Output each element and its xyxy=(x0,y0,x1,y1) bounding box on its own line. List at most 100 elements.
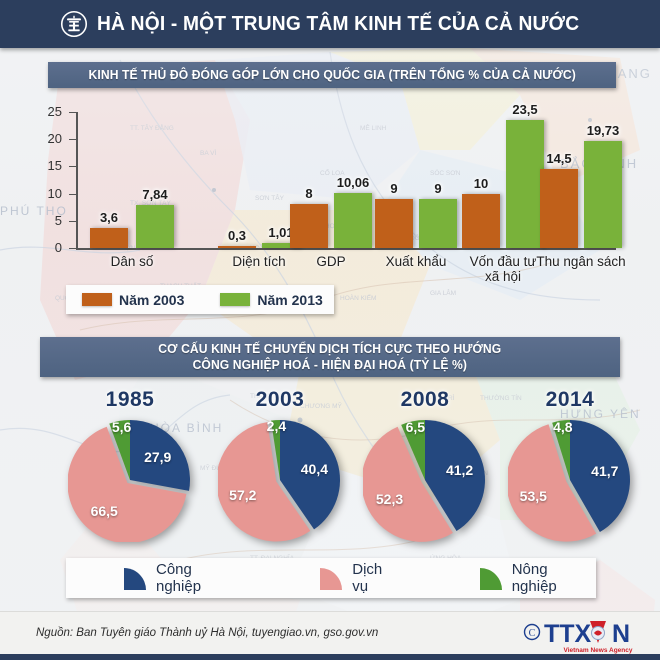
pie-slice-value: 57,2 xyxy=(229,486,257,503)
legend-item-dich-vu: Dịch vụ xyxy=(318,561,401,595)
legend-label-nong-nghiep: Nông nghiệp xyxy=(511,561,557,595)
legend-item-cong-nghiep: Công nghiệp xyxy=(122,561,240,595)
bar-value-label: 1,01 xyxy=(268,224,294,240)
bar-2013 xyxy=(334,193,372,248)
section2-banner-text: CƠ CẤU KINH TẾ CHUYỂN DỊCH TÍCH CỰC THEO… xyxy=(158,341,501,373)
bar-2003 xyxy=(462,193,500,248)
y-axis-tick-label: 5 xyxy=(54,212,62,228)
y-axis-line xyxy=(76,112,78,250)
x-axis-line xyxy=(76,248,616,250)
pie-slice-value: 41,2 xyxy=(445,462,474,479)
section2-banner-line1: CƠ CẤU KINH TẾ CHUYỂN DỊCH TÍCH CỰC THEO… xyxy=(158,342,502,356)
pie-wedge-icon-services xyxy=(318,566,343,590)
bar-category-label: Xuất khẩu xyxy=(385,254,447,269)
pie-wrap: 40,4 57,2 2,4 xyxy=(218,418,342,542)
legend-label-cong-nghiep: Công nghiệp xyxy=(156,561,202,595)
bar-value-label: 7,84 xyxy=(142,187,168,203)
pie-wrap: 41,2 52,3 6,5 xyxy=(363,418,487,542)
pie-year-label: 2014 xyxy=(545,388,595,411)
legend-swatch-2003 xyxy=(82,293,112,306)
pie-year-label: 2008 xyxy=(400,388,450,411)
hanoi-gate-emblem-icon xyxy=(60,10,88,38)
y-axis-tick-label: 20 xyxy=(47,131,62,147)
pie-slice-value: 41,7 xyxy=(591,462,619,479)
pie-chart-2014: 2014 41,7 53,5 4,8 xyxy=(495,388,645,542)
bar-2013 xyxy=(506,120,544,248)
bar-2003 xyxy=(540,169,578,248)
legend-item-2003: Năm 2003 xyxy=(82,292,184,308)
bar-value-label: 19,73 xyxy=(586,122,620,138)
pie-chart-2003: 2003 40,4 57,2 2,4 xyxy=(205,388,355,542)
page-title: HÀ NỘI - MỘT TRUNG TÂM KINH TẾ CỦA CẢ NƯ… xyxy=(97,12,580,35)
pie-wrap: 27,9 66,5 5,6 xyxy=(68,418,192,542)
bar-value-label: 9 xyxy=(390,181,398,197)
legend-label-2013: Năm 2013 xyxy=(257,291,323,308)
bar-2003 xyxy=(218,246,256,248)
ttxvn-logo: C TTX N Vietnam News Agency xyxy=(520,616,650,654)
y-axis-tick xyxy=(69,112,76,113)
page-footer: Nguồn: Ban Tuyên giáo Thành uỷ Hà Nội, t… xyxy=(0,611,660,660)
pie-wrap: 41,7 53,5 4,8 xyxy=(508,418,632,542)
pie-chart-group: 1985 27,9 66,5 5,6 2003 40,4 57,2 2,4 2008 41,2 52… xyxy=(0,388,660,558)
section1-banner: KINH TẾ THỦ ĐÔ ĐÓNG GÓP LỚN CHO QUỐC GIA… xyxy=(48,62,616,88)
y-axis-tick-label: 10 xyxy=(47,185,62,201)
pie-slice-value: 27,9 xyxy=(144,449,172,465)
section2-banner: CƠ CẤU KINH TẾ CHUYỂN DỊCH TÍCH CỰC THEO… xyxy=(40,337,620,377)
pie-wedge-icon-industry xyxy=(122,566,146,590)
pie-slice-value: 40,4 xyxy=(300,461,329,478)
bar-category-label: Dân số xyxy=(110,254,154,269)
pie-chart-1985: 1985 27,9 66,5 5,6 xyxy=(55,388,205,542)
bar-category-label: GDP xyxy=(316,254,346,269)
bar-chart-legend: Năm 2003 Năm 2013 xyxy=(66,285,334,314)
page-header: HÀ NỘI - MỘT TRUNG TÂM KINH TẾ CỦA CẢ NƯ… xyxy=(0,0,660,48)
pie-slice-value: 2,4 xyxy=(266,418,287,435)
legend-item-nong-nghiep: Nông nghiệp xyxy=(478,561,596,595)
svg-text:TTX: TTX xyxy=(544,620,592,648)
svg-text:Vietnam News Agency: Vietnam News Agency xyxy=(564,647,633,654)
bar-value-label: 8 xyxy=(305,186,313,202)
section1-banner-text: KINH TẾ THỦ ĐÔ ĐÓNG GÓP LỚN CHO QUỐC GIA… xyxy=(88,67,576,82)
pie-slice-value: 4,8 xyxy=(553,418,573,435)
bar-chart: 0 5 10 15 20 25 3,6 7,84 Dân số 0,3 1,01 Diện tích 8… xyxy=(0,100,660,290)
legend-label-2003: Năm 2003 xyxy=(119,291,185,308)
bar-category-label: Thu ngân sách xyxy=(536,254,626,269)
pie-year-label: 2003 xyxy=(255,388,305,411)
bar-2013 xyxy=(584,140,622,248)
footer-rule xyxy=(0,654,660,660)
y-axis-tick xyxy=(69,166,76,168)
y-axis-tick-label: 0 xyxy=(54,240,62,255)
bar-2003 xyxy=(375,199,413,248)
bar-2013 xyxy=(136,205,174,248)
pie-chart-2008: 2008 41,2 52,3 6,5 xyxy=(350,388,500,542)
bar-value-label: 9 xyxy=(434,181,442,197)
bar-value-label: 0,3 xyxy=(227,228,247,243)
section2-banner-line2: CÔNG NGHIỆP HOÁ - HIỆN ĐẠI HOÁ (TỶ LỆ %) xyxy=(192,358,468,372)
bar-2013 xyxy=(419,199,457,248)
pie-slice-value: 66,5 xyxy=(90,502,118,519)
bar-2003 xyxy=(290,204,328,248)
bar-2003 xyxy=(90,228,128,248)
bar-value-label: 10,06 xyxy=(336,175,370,191)
y-axis-tick-label: 15 xyxy=(47,158,62,174)
y-axis-tick xyxy=(69,248,76,249)
legend-item-2013: Năm 2013 xyxy=(220,291,323,308)
bar-category-label: Vốn đầu tư xã hội xyxy=(469,254,537,284)
pie-slice-value: 6,5 xyxy=(405,419,426,435)
bar-value-label: 23,5 xyxy=(512,102,538,118)
y-axis-tick xyxy=(69,139,76,141)
y-axis-tick xyxy=(69,193,76,195)
bar-value-label: 10 xyxy=(473,175,489,191)
bar-category-label: Diện tích xyxy=(232,254,286,269)
svg-text:C: C xyxy=(529,628,536,639)
bar-value-label: 3,6 xyxy=(99,210,119,226)
source-text: Nguồn: Ban Tuyên giáo Thành uỷ Hà Nội, t… xyxy=(36,627,379,639)
legend-swatch-2013 xyxy=(220,293,251,306)
svg-text:N: N xyxy=(612,620,630,648)
legend-label-dich-vu: Dịch vụ xyxy=(352,561,383,595)
bar-value-label: 14,5 xyxy=(546,151,572,167)
y-axis-tick-label: 25 xyxy=(47,104,62,119)
y-axis-tick xyxy=(69,220,76,222)
pie-slice-value: 53,5 xyxy=(519,488,547,504)
pie-slice-value: 5,6 xyxy=(111,418,132,435)
